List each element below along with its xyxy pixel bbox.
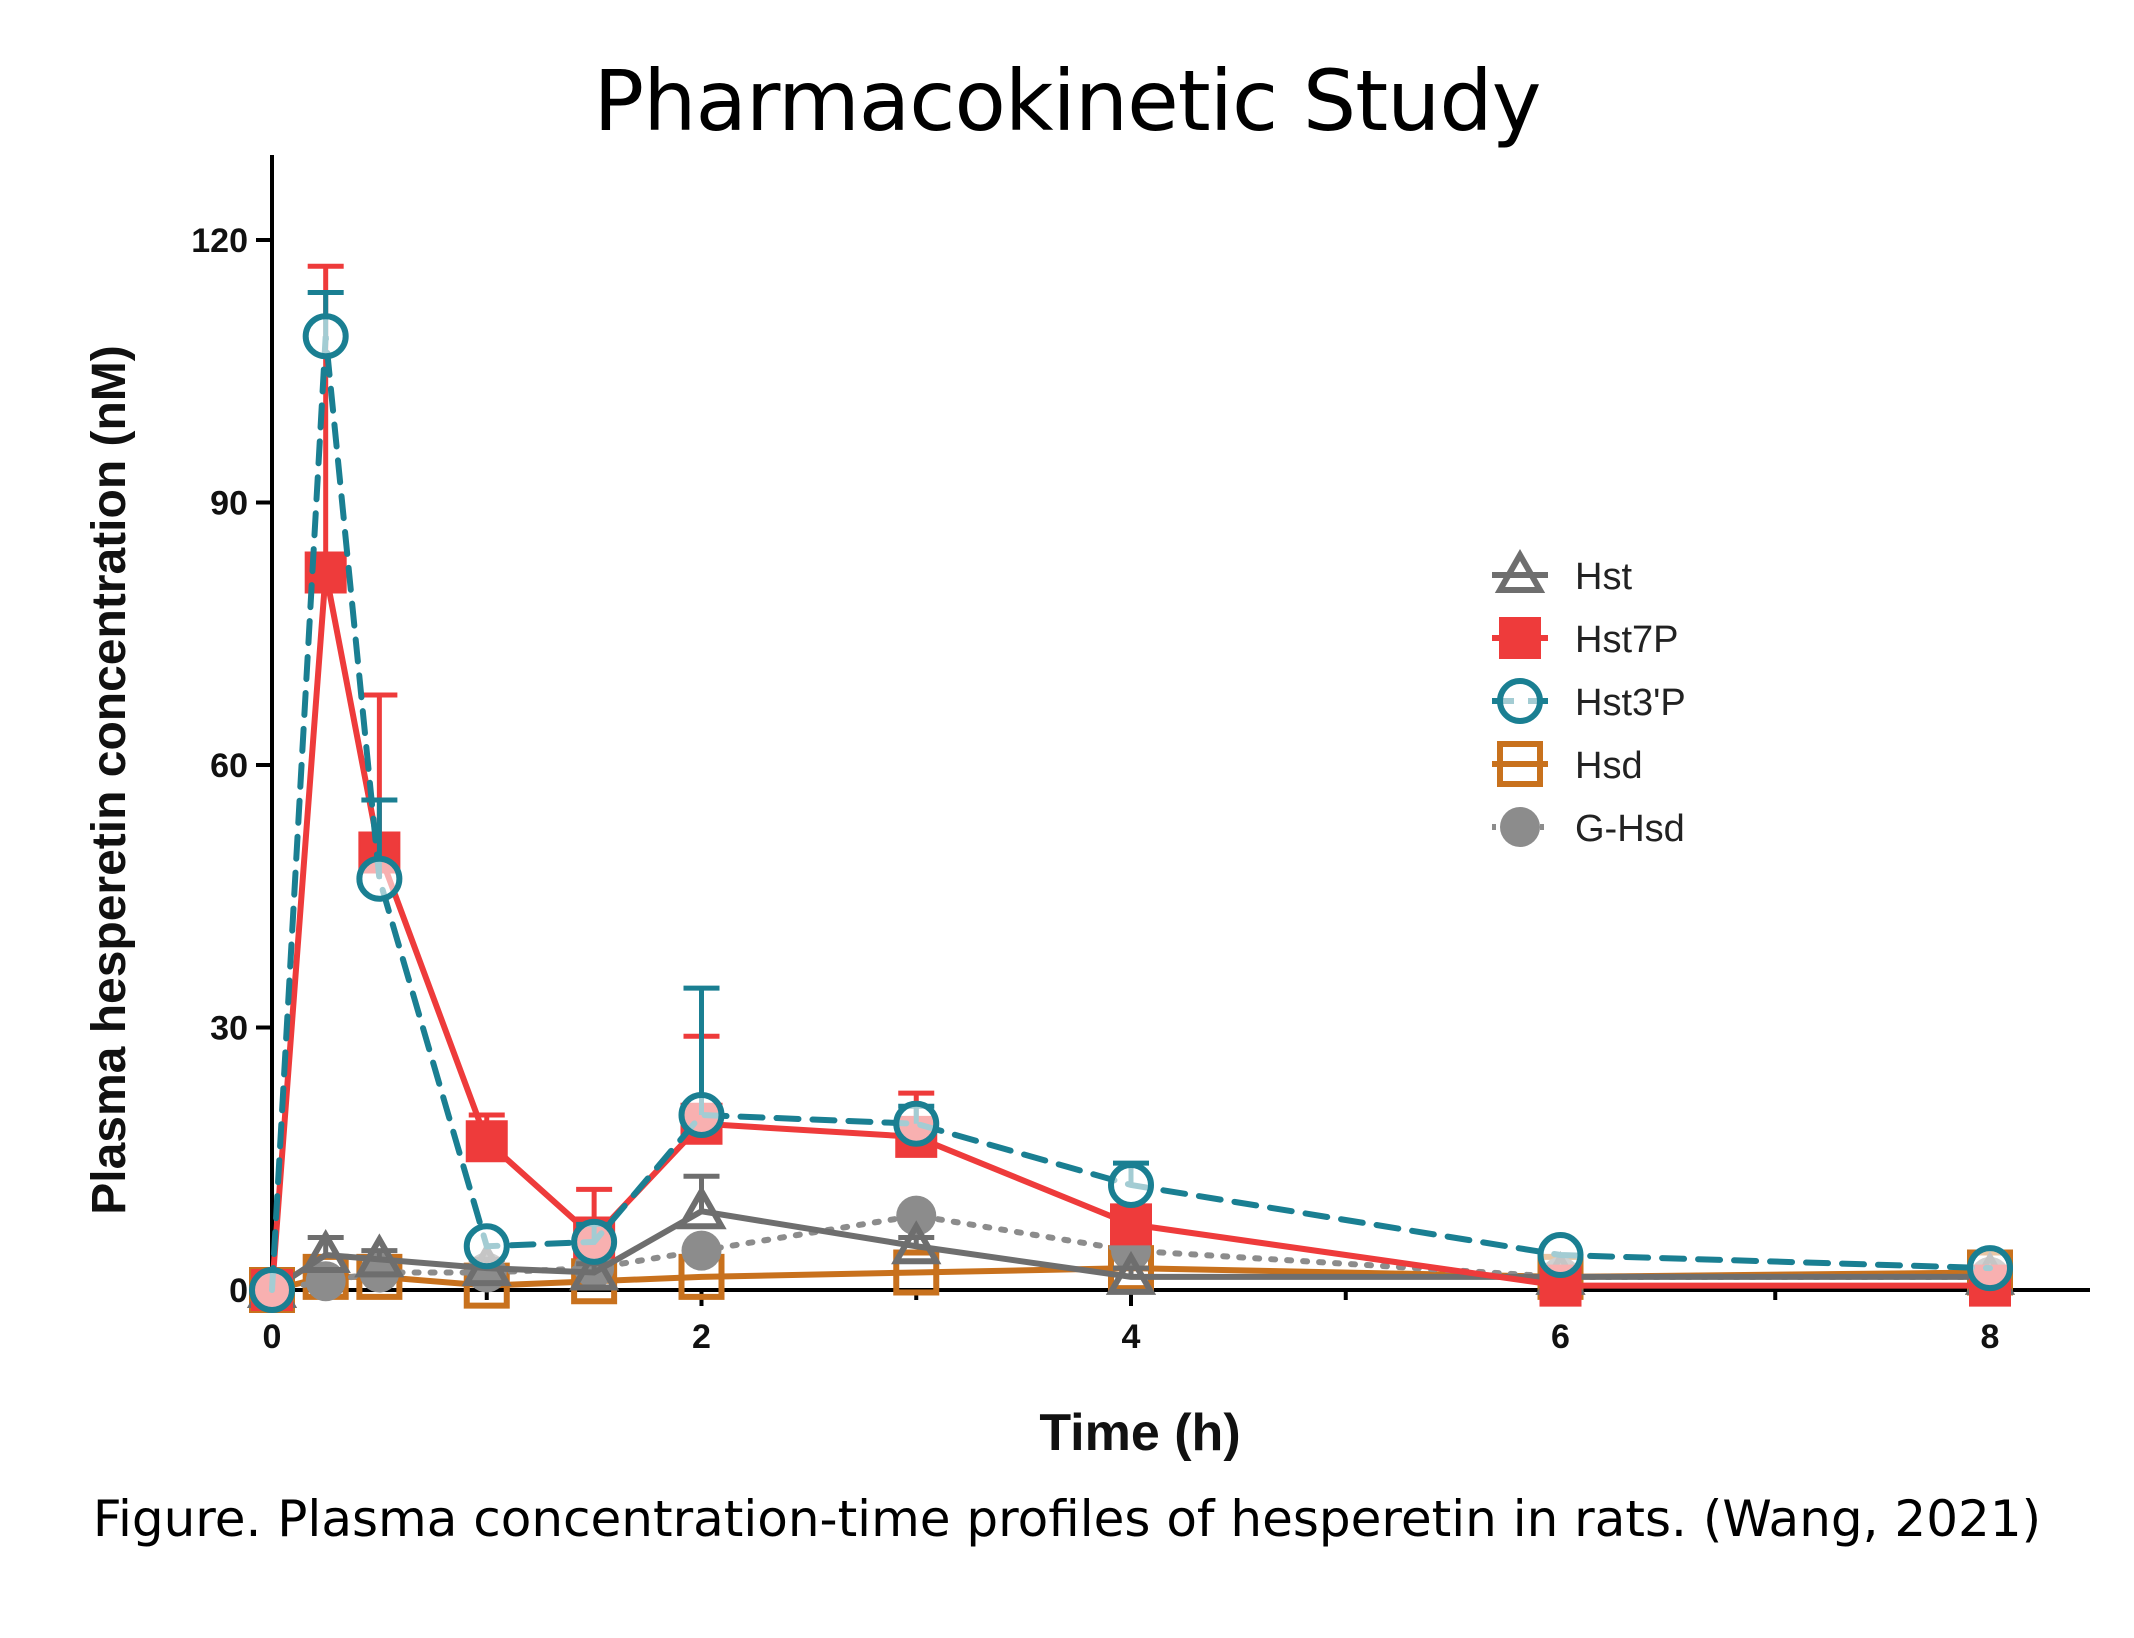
data-point-marker: [893, 1249, 940, 1296]
data-point-marker: [1537, 1232, 1584, 1278]
data-point-marker: [896, 1195, 937, 1236]
series-line: [269, 335, 1993, 1293]
plot-area: [246, 263, 2016, 1313]
x-tick-label: 0: [263, 1318, 282, 1356]
x-tick-label: 4: [1122, 1318, 1141, 1356]
legend-label: Hst: [1575, 556, 1632, 598]
data-point-marker: [356, 855, 403, 902]
legend-label: G-Hsd: [1575, 808, 1685, 850]
series-line: [269, 1212, 1993, 1293]
data-point-marker: [1494, 548, 1546, 593]
legend-item: Hsd: [1492, 741, 1643, 787]
data-point-marker: [463, 1223, 510, 1270]
legend-label: Hst3'P: [1575, 682, 1686, 724]
data-point-marker: [1499, 617, 1541, 659]
data-point-marker: [891, 1220, 942, 1265]
legend-item: G-Hsd: [1492, 807, 1685, 850]
data-point-marker: [1110, 1203, 1152, 1246]
data-point-marker: [249, 1267, 295, 1313]
y-tick-label: 90: [210, 485, 248, 523]
x-axis-label: Time (h): [1039, 1404, 1240, 1462]
y-axis: 0 30 60 90 120: [191, 155, 274, 1310]
legend-label: Hst7P: [1575, 619, 1678, 661]
x-tick-label: 2: [692, 1318, 711, 1356]
legend-item: Hst7P: [1492, 617, 1678, 661]
y-tick-label: 60: [210, 747, 248, 785]
y-tick-label: 0: [229, 1272, 248, 1310]
data-point-marker: [1108, 1162, 1154, 1208]
page-title: Pharmacokinetic Study: [593, 52, 1542, 150]
x-tick-label: 6: [1551, 1318, 1570, 1356]
y-tick-label: 30: [210, 1010, 248, 1048]
data-point-marker: [893, 1100, 940, 1147]
legend-item: Hst3'P: [1492, 678, 1686, 724]
figure-caption: Figure. Plasma concentration-time profil…: [92, 1490, 2042, 1548]
x-axis: 0 2 4 6 8: [263, 1288, 2090, 1356]
data-point-marker: [1967, 1245, 2013, 1292]
data-point-marker: [681, 1230, 722, 1271]
data-point-marker: [354, 1233, 405, 1278]
data-point-marker: [1500, 807, 1540, 847]
data-point-marker: [676, 1185, 727, 1230]
y-tick-label: 120: [191, 222, 248, 260]
data-point-marker: [1497, 741, 1543, 787]
data-point-marker: [1105, 1250, 1157, 1295]
series-hst3-p: [249, 290, 2013, 1313]
x-tick-label: 8: [1981, 1318, 2000, 1356]
y-axis-label: Plasma hesperetin concentration (nM): [83, 345, 136, 1215]
series-line: [269, 1208, 1993, 1293]
legend: Hst Hst7P Hst3'P Hsd G-Hsd: [1492, 548, 1686, 850]
legend-item: Hst: [1492, 548, 1632, 598]
data-point-marker: [678, 1092, 725, 1138]
data-point-marker: [465, 1120, 508, 1163]
data-point-marker: [568, 1246, 620, 1291]
data-point-marker: [300, 1228, 351, 1273]
legend-label: Hsd: [1575, 745, 1643, 787]
data-point-marker: [1497, 678, 1543, 724]
data-point-marker: [571, 1218, 618, 1265]
series-hst7p: [251, 263, 2011, 1311]
data-point-marker: [302, 313, 349, 360]
